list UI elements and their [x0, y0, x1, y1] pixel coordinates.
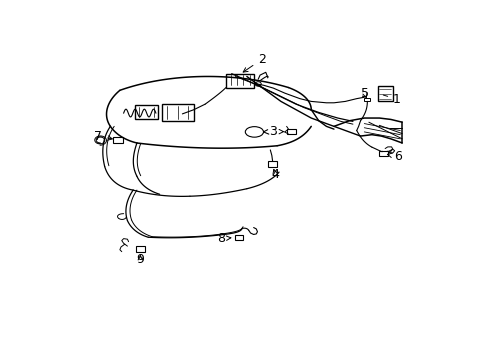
Text: 1: 1 [383, 93, 400, 106]
Text: 5: 5 [360, 87, 368, 100]
Bar [379, 151, 387, 156]
Bar [267, 161, 277, 167]
Text: 7: 7 [94, 130, 112, 143]
Text: 4: 4 [271, 167, 279, 180]
Text: 6: 6 [386, 150, 402, 163]
Text: 2: 2 [243, 53, 265, 72]
Text: 3: 3 [269, 125, 283, 138]
Bar [364, 98, 369, 102]
Bar [234, 235, 243, 240]
Bar [136, 246, 144, 252]
Bar [287, 129, 295, 134]
Bar [377, 86, 392, 102]
Text: 8: 8 [216, 232, 230, 245]
Bar [113, 138, 122, 143]
Text: 9: 9 [136, 253, 144, 266]
